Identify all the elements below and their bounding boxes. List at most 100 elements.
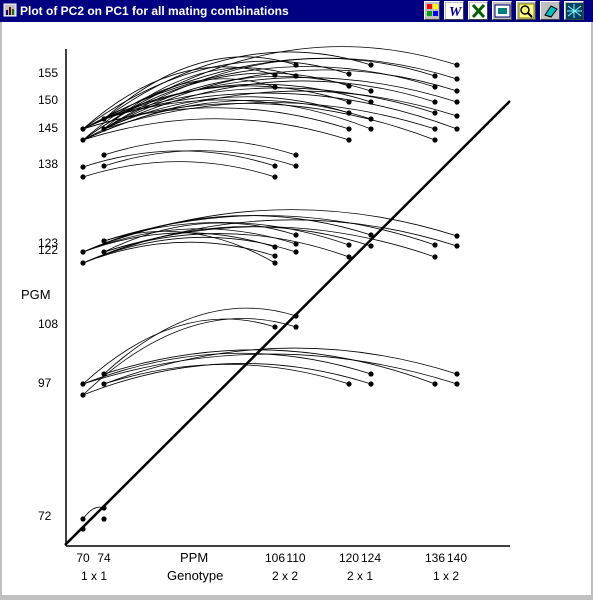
x-group-label: 1 x 1 bbox=[81, 569, 107, 583]
mating-arc bbox=[82, 209, 458, 253]
data-point bbox=[432, 99, 438, 105]
mating-arc bbox=[82, 318, 276, 385]
data-point bbox=[454, 233, 460, 239]
mating-arc bbox=[82, 46, 458, 141]
mating-arc bbox=[103, 57, 436, 130]
data-point bbox=[101, 152, 107, 158]
x-tick-label: 140 bbox=[447, 551, 467, 565]
x-tick-label: 106 bbox=[265, 551, 285, 565]
data-point bbox=[80, 526, 86, 532]
y-tick-label: 155 bbox=[38, 66, 58, 80]
x-tick-label: 120 bbox=[339, 551, 359, 565]
mating-arc bbox=[103, 139, 297, 156]
y-axis-label: PGM bbox=[21, 287, 51, 302]
color-palette-button[interactable] bbox=[424, 1, 440, 20]
x-axis-label: PPM bbox=[180, 550, 208, 565]
data-point bbox=[346, 254, 352, 260]
powerpoint-icon bbox=[494, 4, 511, 18]
network-button[interactable] bbox=[564, 1, 584, 20]
word-icon: W bbox=[446, 3, 463, 19]
mating-arc bbox=[103, 233, 350, 258]
mating-arc bbox=[103, 349, 436, 385]
mating-arc bbox=[82, 353, 458, 385]
data-point bbox=[454, 113, 460, 119]
data-point bbox=[368, 243, 374, 249]
data-point bbox=[293, 152, 299, 158]
data-point bbox=[432, 381, 438, 387]
data-point bbox=[101, 249, 107, 255]
x-group-label: 2 x 1 bbox=[347, 569, 373, 583]
data-point bbox=[293, 313, 299, 319]
data-point bbox=[346, 242, 352, 248]
mating-arc bbox=[103, 51, 372, 120]
mating-arc bbox=[82, 219, 458, 264]
y-tick-label: 122 bbox=[38, 243, 58, 257]
data-point bbox=[368, 371, 374, 377]
mating-arc bbox=[82, 215, 372, 253]
excel-button[interactable] bbox=[468, 1, 488, 20]
data-point bbox=[101, 116, 107, 122]
data-point bbox=[432, 254, 438, 260]
data-point bbox=[80, 392, 86, 398]
data-point bbox=[368, 232, 374, 238]
data-point bbox=[346, 71, 352, 77]
y-tick-label: 123 bbox=[38, 236, 58, 250]
data-point bbox=[454, 371, 460, 377]
x-group-label: 2 x 2 bbox=[272, 569, 298, 583]
data-point bbox=[101, 516, 107, 522]
data-point bbox=[272, 260, 278, 266]
data-point bbox=[368, 381, 374, 387]
mating-arc bbox=[103, 222, 297, 253]
y-tick-label: 72 bbox=[38, 509, 52, 523]
data-point bbox=[368, 116, 374, 122]
data-point bbox=[80, 137, 86, 143]
mating-arc bbox=[82, 80, 436, 141]
points-layer bbox=[80, 62, 460, 532]
data-point bbox=[454, 243, 460, 249]
word-button[interactable]: W bbox=[444, 1, 464, 20]
mating-arc bbox=[103, 87, 436, 120]
data-point bbox=[346, 137, 352, 143]
data-point bbox=[101, 163, 107, 169]
mating-arc bbox=[82, 318, 297, 396]
title-bar[interactable]: Plot of PC2 on PC1 for all mating combin… bbox=[0, 0, 593, 22]
mating-arc bbox=[103, 347, 458, 385]
data-point bbox=[368, 88, 374, 94]
mating-arc bbox=[82, 66, 276, 130]
data-point bbox=[101, 238, 107, 244]
x-tick-label: 110 bbox=[286, 551, 305, 565]
mating-arc bbox=[82, 60, 350, 130]
data-point bbox=[346, 126, 352, 132]
data-point bbox=[80, 126, 86, 132]
powerpoint-button[interactable] bbox=[492, 1, 512, 20]
magnifier-button[interactable] bbox=[516, 1, 536, 20]
x-tick-label: 70 bbox=[76, 551, 90, 565]
diagonal-line bbox=[64, 100, 511, 546]
data-point bbox=[293, 249, 299, 255]
data-point bbox=[101, 126, 107, 132]
x-tick-label: 124 bbox=[361, 551, 381, 565]
mating-arc bbox=[103, 99, 372, 130]
data-point bbox=[346, 83, 352, 89]
eraser-button[interactable] bbox=[540, 1, 560, 20]
data-point bbox=[346, 110, 352, 116]
data-point bbox=[293, 241, 299, 247]
x-tick-labels: 70 74 106 110 120 124 136 140 bbox=[76, 551, 467, 565]
data-point bbox=[101, 505, 107, 511]
y-tick-label: 97 bbox=[38, 376, 52, 390]
data-point bbox=[454, 62, 460, 68]
y-tick-label: 150 bbox=[38, 93, 58, 107]
window-title: Plot of PC2 on PC1 for all mating combin… bbox=[20, 4, 289, 18]
data-point bbox=[101, 371, 107, 377]
data-point bbox=[80, 174, 86, 180]
data-point bbox=[272, 244, 278, 250]
mating-arc bbox=[82, 77, 458, 130]
plot-area: 72 97 108 122 123 138 145 150 155 70 74 106 110 120 1… bbox=[2, 22, 591, 595]
data-point bbox=[368, 62, 374, 68]
data-point bbox=[293, 232, 299, 238]
data-point bbox=[80, 381, 86, 387]
mating-arc bbox=[103, 92, 458, 130]
mating-arc bbox=[103, 102, 436, 130]
